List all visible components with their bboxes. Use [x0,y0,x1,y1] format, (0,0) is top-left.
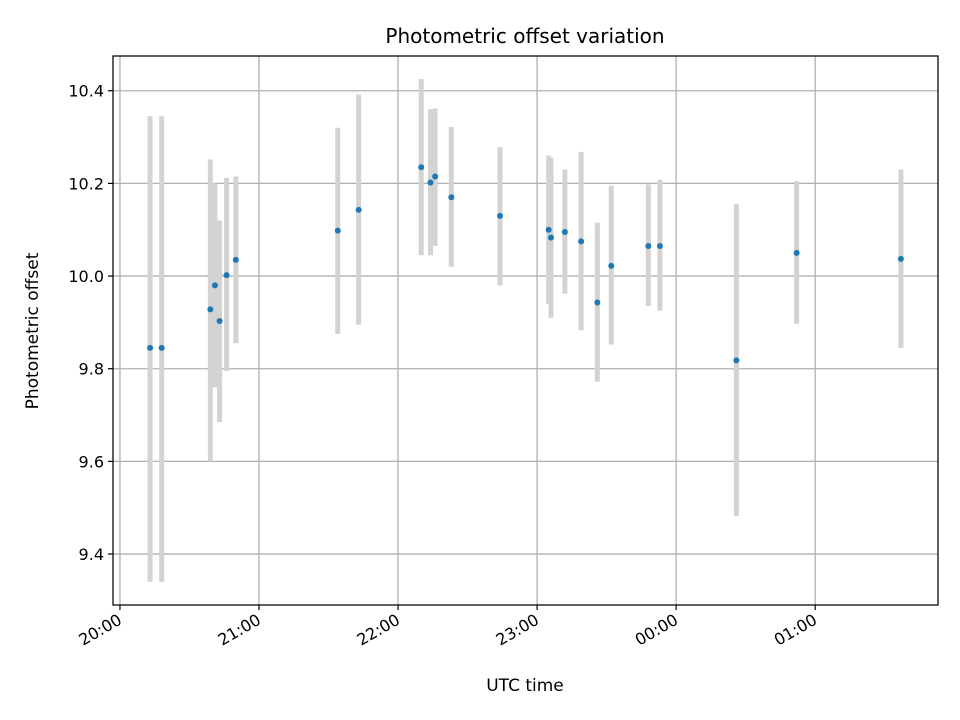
data-point [207,306,214,313]
y-tick-label: 10.0 [68,267,104,286]
data-point [547,234,554,241]
data-point [418,164,425,171]
data-point [334,227,341,234]
data-point [608,262,615,269]
data-point [656,242,663,249]
chart-title: Photometric offset variation [385,24,664,48]
data-point [223,272,230,279]
plot-area-frame [112,55,939,606]
data-point [158,344,165,351]
y-tick-label: 10.2 [68,174,104,193]
y-axis-title: Photometric offset [23,252,43,409]
data-point [147,344,154,351]
data-point [427,179,434,186]
grid [113,56,938,605]
data-point [578,238,585,245]
data-point [545,226,552,233]
data-point [355,206,362,213]
data-point [497,212,504,219]
data-point [561,229,568,236]
y-tick-label: 9.4 [79,545,104,564]
data-point [594,299,601,306]
data-point [645,242,652,249]
data-point [211,282,218,289]
y-tick-label: 9.8 [79,360,104,379]
data-point [897,255,904,262]
data-point [432,173,439,180]
y-tick-label: 10.4 [68,82,104,101]
data-point [232,256,239,263]
data-point [733,357,740,364]
x-axis-title: UTC time [486,676,564,696]
data-points [147,164,904,364]
data-point [793,249,800,256]
y-tick-label: 9.6 [79,452,104,471]
data-point [216,318,223,325]
data-point [448,194,455,201]
